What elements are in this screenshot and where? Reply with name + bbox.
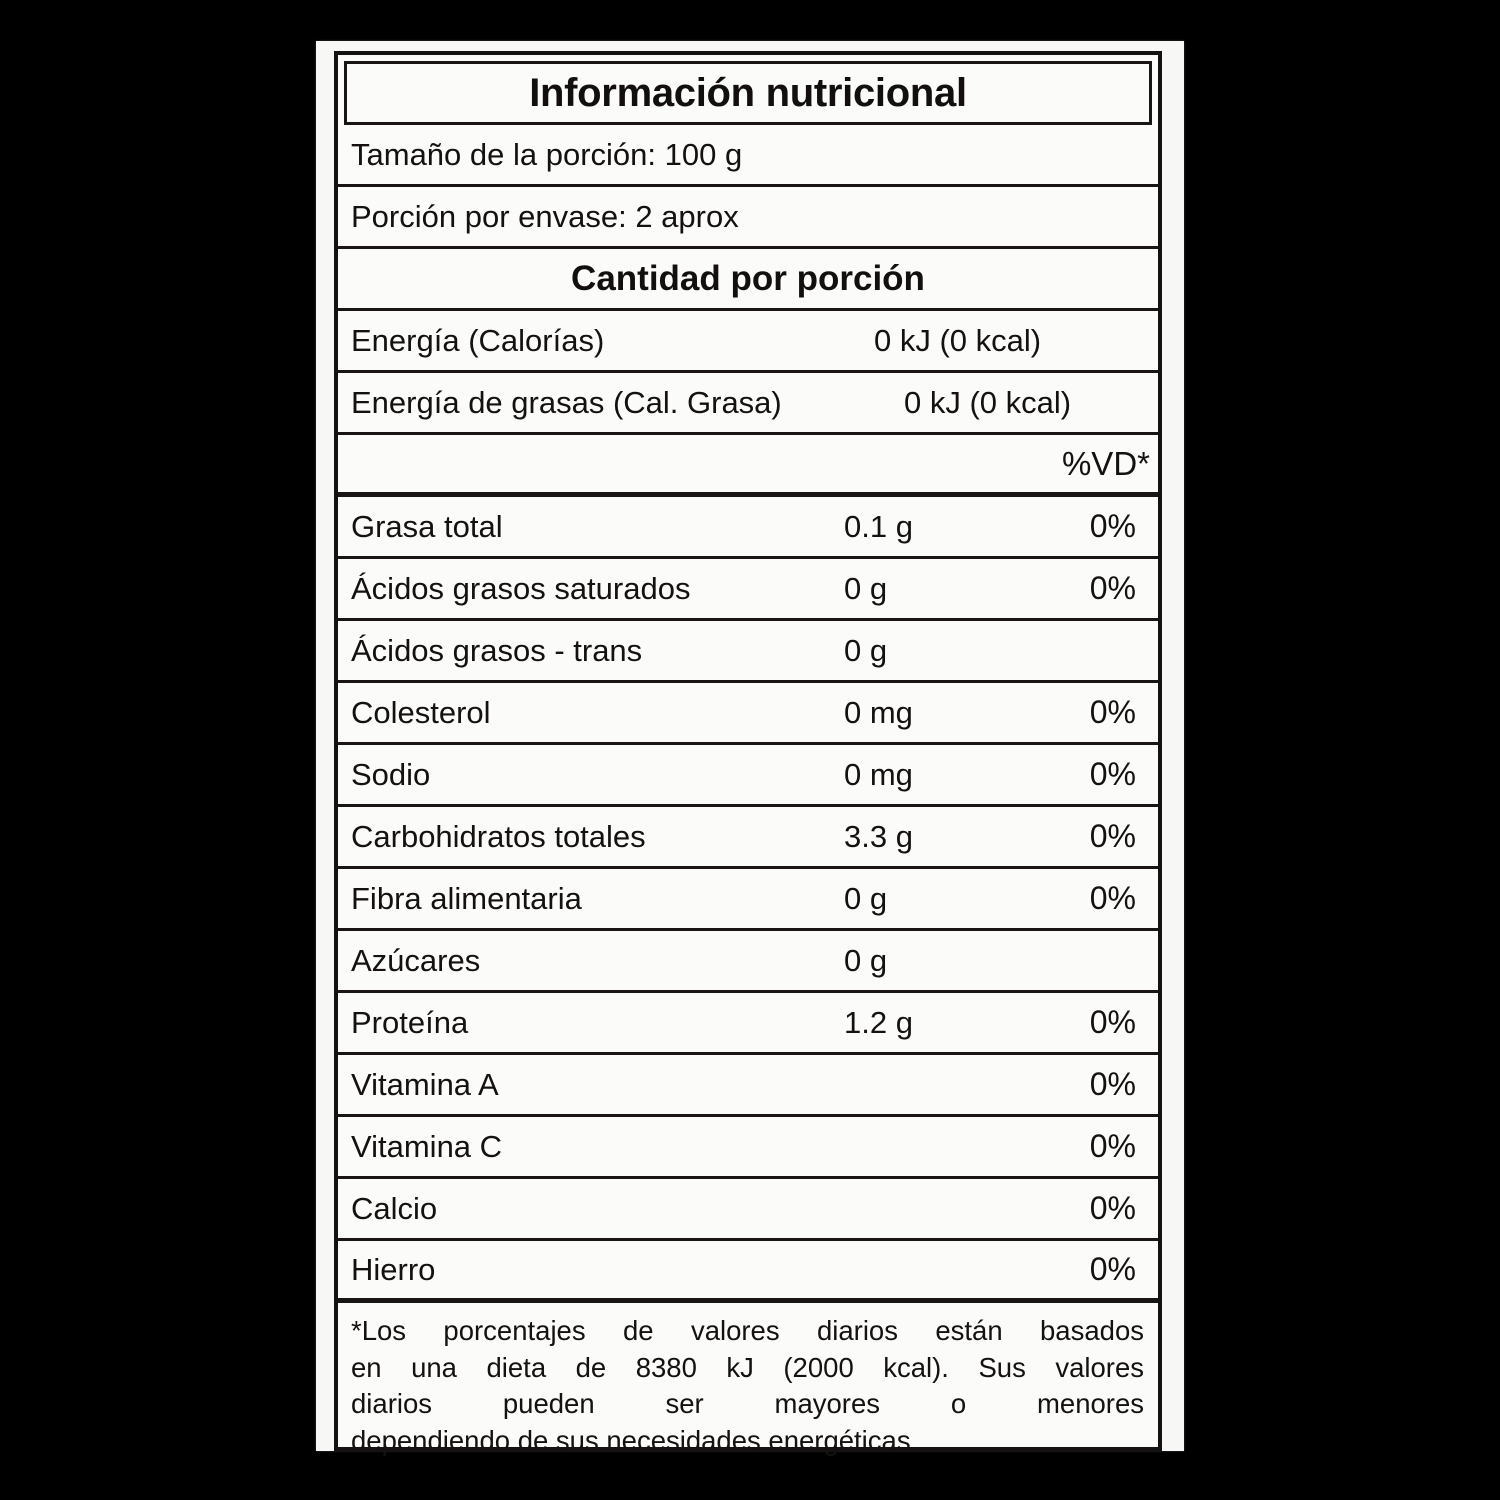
- energy-from-fat-label: Energía de grasas (Cal. Grasa): [351, 384, 782, 420]
- nutrient-amount: 0 mg: [844, 694, 913, 730]
- nutrient-amount: 0.1 g: [844, 508, 913, 544]
- nutrient-label: Hierro: [351, 1251, 436, 1287]
- footnote-line-2: en una dieta de 8380 kJ (2000 kcal). Sus…: [351, 1351, 1144, 1383]
- nutrient-label: Grasa total: [351, 508, 503, 544]
- table-row: Fibra alimentaria 0 g 0%: [338, 869, 1158, 931]
- table-row: Proteína 1.2 g 0%: [338, 993, 1158, 1055]
- nutrient-label: Vitamina A: [351, 1066, 499, 1102]
- nutrient-label: Calcio: [351, 1190, 438, 1226]
- nutrient-daily-value: 0%: [1089, 818, 1136, 854]
- table-row: Carbohidratos totales 3.3 g 0%: [338, 807, 1158, 869]
- nutrient-label: Fibra alimentaria: [351, 880, 582, 916]
- nutrient-label: Colesterol: [351, 694, 491, 730]
- nutrient-amount: 1.2 g: [844, 1004, 913, 1040]
- energy-calories-label: Energía (Calorías): [351, 322, 605, 358]
- nutrition-title-box: Información nutricional: [344, 61, 1152, 125]
- daily-value-footnote: *Los porcentajes de valores diarios está…: [338, 1303, 1158, 1479]
- nutrient-label: Vitamina C: [351, 1128, 503, 1164]
- nutrient-label: Sodio: [351, 756, 431, 792]
- servings-per-container-row: Porción por envase: 2 aprox: [338, 187, 1158, 249]
- serving-size-text: Tamaño de la porción: 100 g: [351, 136, 743, 172]
- footnote-line-4: dependiendo de sus necesidades energétic…: [351, 1424, 919, 1456]
- nutrient-amount: 0 g: [844, 570, 888, 606]
- energy-calories-row: Energía (Calorías) 0 kJ (0 kcal): [338, 311, 1158, 373]
- nutrition-facts-table: Información nutricional Tamaño de la por…: [334, 51, 1162, 1456]
- table-row: Ácidos grasos saturados 0 g 0%: [338, 559, 1158, 621]
- table-row: Ácidos grasos - trans 0 g: [338, 621, 1158, 683]
- nutrient-label: Azúcares: [351, 942, 481, 978]
- nutrient-daily-value: 0%: [1089, 508, 1136, 544]
- nutrient-label: Proteína: [351, 1004, 469, 1040]
- nutrient-daily-value: 0%: [1089, 1066, 1136, 1102]
- nutrient-amount: 0 mg: [844, 756, 913, 792]
- energy-from-fat-value: 0 kJ (0 kcal): [904, 384, 1072, 420]
- nutrient-amount: 0 g: [844, 880, 888, 916]
- footnote-line-1: *Los porcentajes de valores diarios está…: [351, 1315, 1144, 1346]
- table-row: Azúcares 0 g: [338, 931, 1158, 993]
- table-row: Calcio 0%: [338, 1179, 1158, 1241]
- nutrient-daily-value: 0%: [1089, 1190, 1136, 1226]
- energy-calories-value: 0 kJ (0 kcal): [874, 322, 1042, 358]
- table-row: Colesterol 0 mg 0%: [338, 683, 1158, 745]
- serving-size-row: Tamaño de la porción: 100 g: [338, 125, 1158, 187]
- amount-per-serving-header-row: Cantidad por porción: [338, 249, 1158, 311]
- nutrient-amount: 0 g: [844, 942, 888, 978]
- table-row: Vitamina A 0%: [338, 1055, 1158, 1117]
- daily-value-header-label: %VD*: [1061, 444, 1150, 482]
- nutrient-daily-value: 0%: [1089, 694, 1136, 730]
- nutrient-daily-value: 0%: [1089, 1251, 1136, 1287]
- table-row: Vitamina C 0%: [338, 1117, 1158, 1179]
- nutrient-daily-value: 0%: [1089, 570, 1136, 606]
- energy-from-fat-row: Energía de grasas (Cal. Grasa) 0 kJ (0 k…: [338, 373, 1158, 435]
- nutrient-daily-value: 0%: [1089, 1004, 1136, 1040]
- nutrient-daily-value: 0%: [1089, 880, 1136, 916]
- servings-per-container-text: Porción por envase: 2 aprox: [351, 198, 739, 234]
- nutrient-label: Carbohidratos totales: [351, 818, 646, 854]
- table-row: Grasa total 0.1 g 0%: [338, 497, 1158, 559]
- nutrition-title-row: Información nutricional: [338, 55, 1158, 125]
- nutrient-label: Ácidos grasos - trans: [351, 632, 643, 668]
- page-title: Información nutricional: [529, 70, 967, 115]
- nutrient-label: Ácidos grasos saturados: [351, 570, 691, 606]
- table-row: Sodio 0 mg 0%: [338, 745, 1158, 807]
- table-row: Hierro 0%: [338, 1241, 1158, 1303]
- nutrient-amount: 3.3 g: [844, 818, 913, 854]
- nutrient-daily-value: 0%: [1089, 756, 1136, 792]
- nutrient-amount: 0 g: [844, 632, 888, 668]
- daily-value-header-row: %VD*: [338, 435, 1158, 497]
- amount-per-serving-label: Cantidad por porción: [571, 258, 925, 298]
- nutrient-daily-value: 0%: [1089, 1128, 1136, 1164]
- footnote-line-3: diarios pueden ser mayores o menores: [351, 1388, 1144, 1420]
